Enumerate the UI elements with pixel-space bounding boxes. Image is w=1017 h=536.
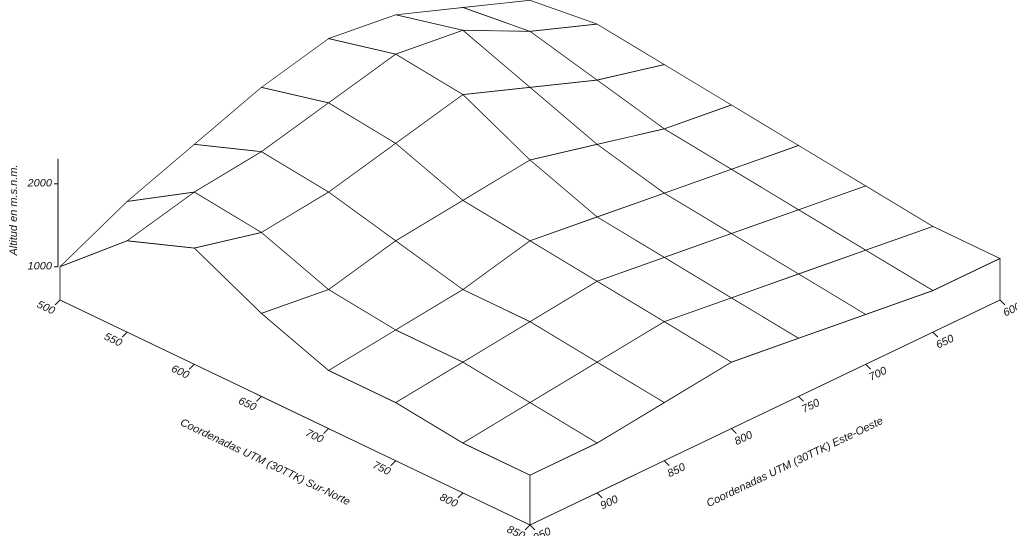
x-tick-label: 750 — [800, 397, 823, 416]
x-tick-label: 850 — [666, 461, 689, 480]
x-tick-label: 950 — [531, 525, 554, 536]
y-tick-label: 750 — [371, 459, 394, 478]
x-tick-label: 800 — [733, 429, 756, 448]
z-tick-label: 2000 — [27, 178, 53, 190]
x-tick-label: 650 — [934, 332, 957, 351]
y-tick — [55, 300, 60, 305]
x-tick — [664, 461, 669, 466]
x-tick — [1000, 300, 1005, 305]
y-tick — [458, 493, 463, 498]
x-tick — [731, 429, 736, 434]
y-tick-label: 850 — [505, 524, 528, 536]
y-tick — [324, 429, 329, 434]
x-tick — [530, 525, 535, 530]
x-tick-label: 700 — [867, 364, 890, 383]
y-tick-label: 550 — [102, 331, 125, 350]
y-tick — [189, 364, 194, 369]
chart: Altitud en m.s.n.m. 1000 2000 500 550 600 650… — [0, 0, 1017, 536]
y-tick-label: 700 — [303, 427, 326, 446]
y-tick — [391, 461, 396, 466]
y-tick — [525, 525, 530, 530]
x-tick — [933, 332, 938, 337]
y-tick-label: 800 — [438, 491, 461, 510]
z-axis-title: Altitud en m.s.n.m. — [8, 164, 20, 256]
x-tick — [866, 364, 871, 369]
y-tick — [122, 332, 127, 337]
y-axis-title: Coordenadas UTM (30TTK) Sur-Norte — [178, 417, 352, 509]
y-tick-label: 650 — [236, 395, 259, 414]
x-tick — [799, 396, 804, 401]
x-tick-label: 900 — [599, 493, 622, 512]
z-tick-label: 1000 — [28, 261, 53, 273]
y-tick — [256, 396, 261, 401]
y-tick-label: 500 — [35, 299, 58, 318]
x-tick — [597, 493, 602, 498]
y-tick-label: 600 — [169, 363, 192, 382]
